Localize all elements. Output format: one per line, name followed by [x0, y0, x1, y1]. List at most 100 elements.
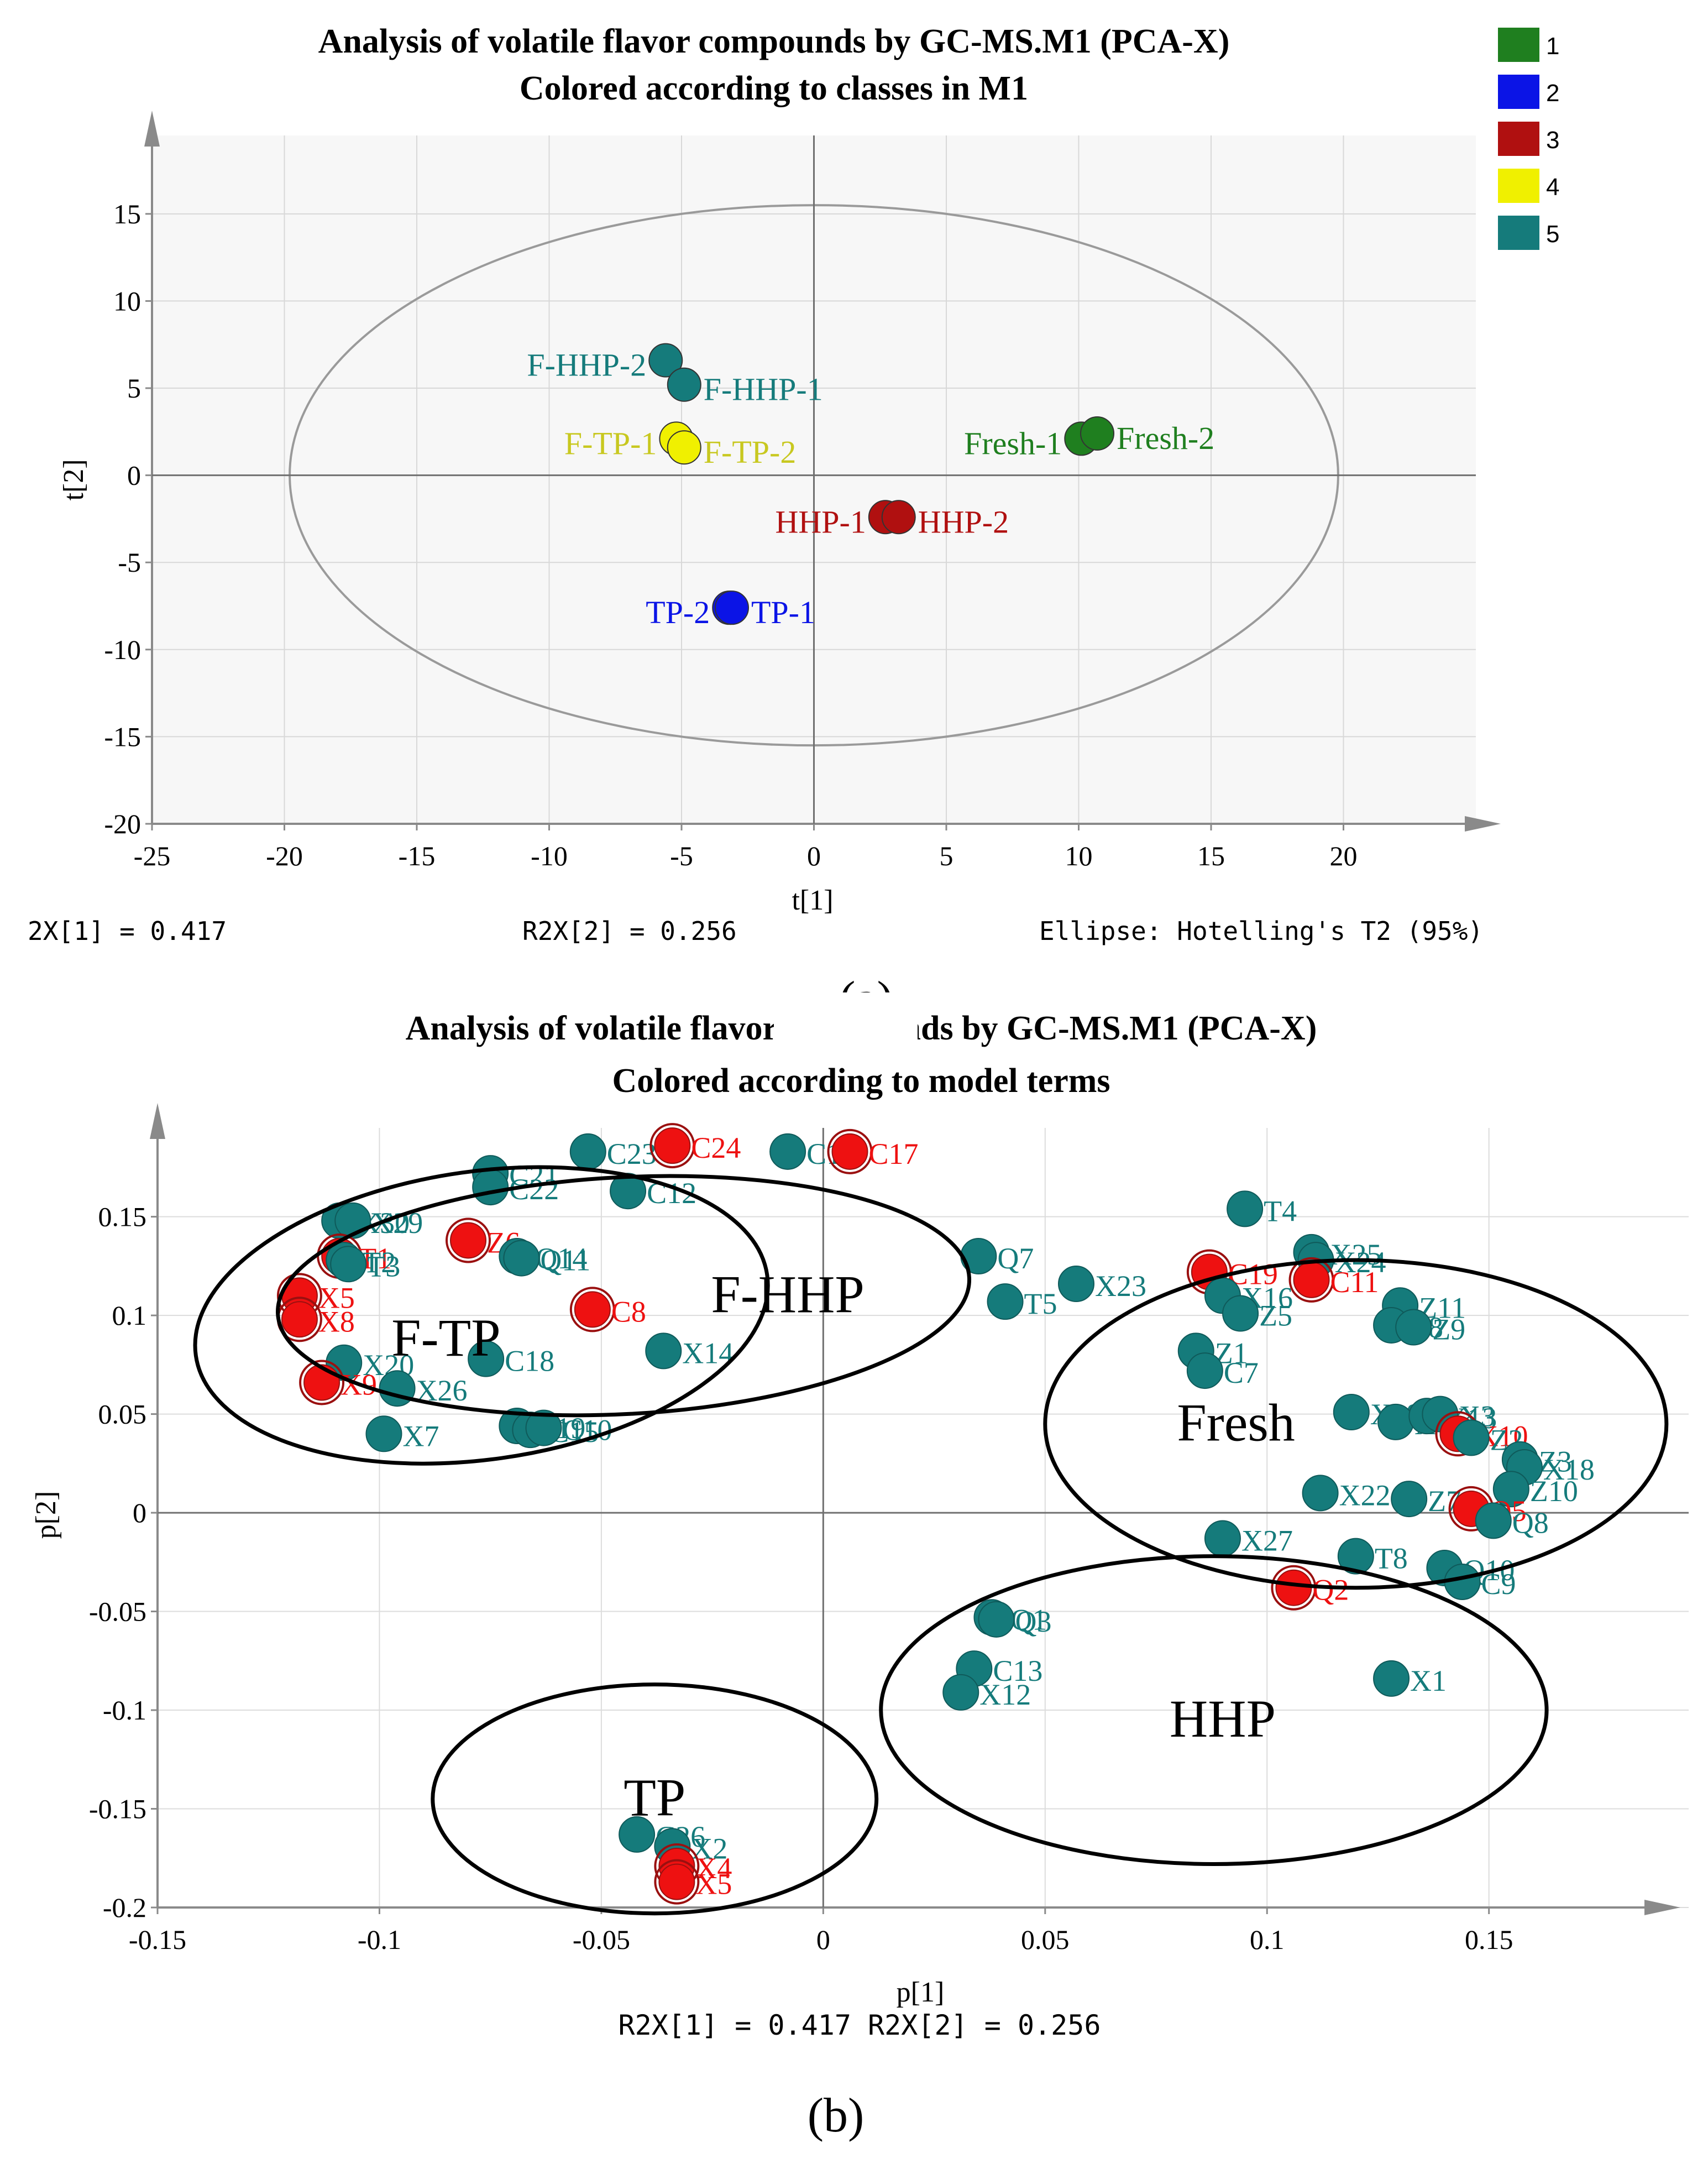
loading-label-x5-68: X5: [695, 1868, 732, 1901]
loading-label-t8-56: T8: [1375, 1542, 1408, 1575]
x-tick-label-a-5: 5: [940, 840, 953, 871]
loading-label-t2-11: T2: [363, 1246, 396, 1279]
loading-point-x22-51: [1302, 1475, 1339, 1512]
legend-label-2: 2: [1546, 80, 1559, 107]
loading-point-x19-42: [1333, 1394, 1370, 1431]
y-tick-label-b-0-15: 0.15: [98, 1201, 147, 1232]
loading-point-ring-c24-1: [649, 1123, 695, 1169]
panel-b-x-axis-label: p[1]: [897, 1977, 945, 2008]
loading-point-x9-21: [303, 1364, 340, 1401]
y-tick-label-a-15: -15: [104, 721, 141, 752]
loading-point-q11-14: [503, 1240, 540, 1277]
loading-point-t4-27: [1227, 1190, 1264, 1227]
y-tick-label-b-0-05: -0.05: [89, 1596, 146, 1627]
loading-point-c17-3: [831, 1133, 868, 1170]
loading-label-c11-33: C11: [1330, 1266, 1379, 1299]
x-tick-label-b-0-15: -0.15: [129, 1924, 186, 1955]
y-tick-label-a-0: 0: [127, 460, 141, 491]
y-tick-label-b-0-1: 0.1: [112, 1300, 147, 1331]
loading-label-z10-50: Z10: [1530, 1475, 1578, 1508]
x-tick-label-a-0: 0: [807, 840, 821, 871]
y-tick-label-b-0: 0: [133, 1497, 146, 1528]
panel-a-y-axis-label: t[2]: [58, 459, 90, 500]
loading-label-x7-26: X7: [402, 1419, 439, 1452]
panel-b-footer: R2X[1] = 0.417 R2X[2] = 0.256: [619, 2009, 1101, 2041]
score-label-fresh-1: Fresh-1: [964, 425, 1062, 461]
legend-label-3: 3: [1546, 127, 1559, 154]
group-ellipse-hhp: [879, 1554, 1549, 1866]
loading-point-z2-47: [1453, 1419, 1490, 1456]
score-label-f-tp-2: F-TP-2: [704, 434, 797, 470]
group-ellipse-f-tp: [193, 1165, 770, 1466]
x-tick-label-a-20: -20: [266, 840, 303, 871]
legend-label-5: 5: [1546, 221, 1559, 248]
loading-point-z7-52: [1391, 1481, 1428, 1518]
score-label-hhp-1: HHP-1: [775, 504, 866, 540]
y-axis-arrow-b: [150, 1103, 165, 1139]
panel-a-subtitle: Colored according to classes in M1: [520, 70, 1028, 107]
panel-b-x-ticks: -0.15 -0.1 -0.05 0 0.05 0.1 0.15: [129, 1907, 1513, 1955]
loading-label-x4-67: X4: [695, 1852, 732, 1885]
loading-point-c26-65: [619, 1816, 656, 1853]
panel-a-footer-middle: R2X[2] = 0.256: [522, 916, 737, 946]
x-tick-label-a-10: 10: [1065, 840, 1093, 871]
loading-label-x23-31: X23: [1095, 1269, 1146, 1303]
y-tick-label-b-0-15: -0.15: [89, 1794, 146, 1825]
x-tick-label-a-20: 20: [1330, 840, 1358, 871]
panel-b: Analysis of volatile flavor compounds by…: [30, 992, 1689, 2142]
loading-label-x18-49: X18: [1543, 1453, 1595, 1486]
loading-label-z9-39: Z9: [1432, 1313, 1465, 1346]
loading-label-c24-1: C24: [691, 1131, 741, 1164]
score-point-tp-1: [715, 590, 750, 625]
panel-a: Analysis of volatile flavor compounds by…: [28, 23, 1559, 1026]
loading-point-ring-x9-21: [299, 1360, 345, 1405]
loading-point-x1-64: [1373, 1660, 1410, 1697]
x-tick-label-b-0: 0: [816, 1924, 830, 1955]
group-ellipse-f-hhp: [276, 1174, 972, 1418]
y-tick-label-a-15: 15: [113, 198, 141, 229]
group-label-fresh: Fresh: [1177, 1393, 1295, 1452]
loading-label-q11-14: Q11: [540, 1244, 590, 1277]
loading-label-x22-51: X22: [1339, 1478, 1391, 1512]
loading-point-q3-61: [978, 1601, 1015, 1638]
loading-label-t4-27: T4: [1264, 1194, 1297, 1227]
legend-label-1: 1: [1546, 33, 1559, 60]
loading-label-q8-54: Q8: [1512, 1506, 1549, 1539]
y-tick-label-a-5: 5: [127, 373, 141, 404]
score-point-f-hhp-2: [648, 343, 683, 378]
loading-label-c18-19: C18: [505, 1345, 554, 1378]
y-tick-label-b-0-1: -0.1: [103, 1695, 146, 1726]
panel-b-group-ellipses: F-TP F-HHP Fresh HHP TP: [193, 1165, 1669, 1916]
loading-point-t3-12: [330, 1246, 367, 1283]
panel-b-label-backdrop: [774, 992, 918, 1059]
score-label-hhp-2: HHP-2: [918, 504, 1009, 540]
x-tick-label-b-0-05: -0.05: [573, 1924, 630, 1955]
loading-point-c24-1: [654, 1127, 691, 1164]
loading-label-q1-60: Q1: [1010, 1603, 1047, 1636]
score-label-tp-1: TP-1: [751, 594, 815, 630]
score-point-hhp-2: [881, 500, 916, 535]
panel-a-ellipse-label: Ellipse: Hotelling's T2 (95%): [1039, 916, 1483, 946]
loading-point-x14-18: [645, 1332, 682, 1370]
loading-label-x5-15: X5: [318, 1281, 355, 1314]
score-point-fresh-2: [1080, 416, 1115, 451]
x-tick-label-a-25: -25: [134, 840, 171, 871]
score-point-f-tp-2: [667, 430, 701, 465]
panel-b-plot-area: [158, 1128, 1689, 1907]
loading-point-t5-34: [987, 1283, 1024, 1320]
loading-point-x23-31: [1058, 1266, 1094, 1302]
loading-point-x12-63: [942, 1674, 979, 1711]
loading-label-q3-61: Q3: [1015, 1605, 1051, 1638]
panel-b-y-ticks: -0.2 -0.15 -0.1 -0.05 0 0.05 0.1 0.15: [89, 1201, 158, 1923]
loading-point-ring-x5-68: [654, 1859, 700, 1905]
panel-a-points: F-HHP-2 F-HHP-1 F-TP-1 F-TP-2 Fresh-1 Fresh-2…: [527, 343, 1214, 630]
panel-b-y-axis-label: p[2]: [30, 1491, 62, 1539]
x-tick-label-b-0-1: 0.1: [1250, 1924, 1285, 1955]
panel-a-y-ticks: -20 -15 -10 -5 0 5 10 15: [104, 198, 152, 839]
loading-label-x8-16: X8: [318, 1305, 355, 1338]
loading-label-t5-34: T5: [1024, 1287, 1057, 1320]
x-tick-label-a-15: 15: [1197, 840, 1225, 871]
loading-label-q2-59: Q2: [1312, 1574, 1349, 1607]
x-tick-label-b-0-05: 0.05: [1021, 1924, 1070, 1955]
